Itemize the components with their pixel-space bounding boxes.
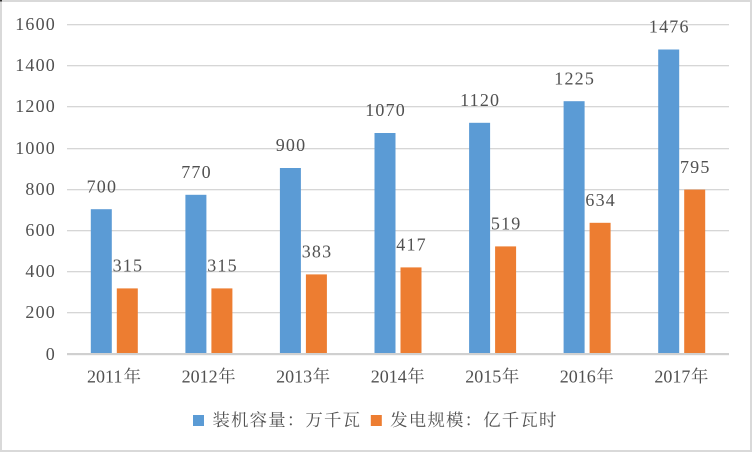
svg-text:700: 700 [87,176,118,196]
svg-text:2015: 2015 [465,366,501,386]
svg-text:770: 770 [181,162,212,182]
svg-text:1600: 1600 [15,14,56,34]
svg-text:1225: 1225 [554,68,595,88]
svg-text:2014: 2014 [371,366,407,386]
svg-text:2013: 2013 [276,366,312,386]
svg-text:1070: 1070 [365,100,406,120]
svg-text:900: 900 [276,135,307,155]
svg-text:2017: 2017 [654,366,690,386]
svg-text:1200: 1200 [15,96,56,116]
svg-text:2016: 2016 [560,366,596,386]
svg-text:417: 417 [396,235,427,255]
svg-text:1000: 1000 [15,138,56,158]
svg-text:795: 795 [680,157,711,177]
svg-text:519: 519 [491,214,522,234]
svg-text:315: 315 [113,256,144,276]
svg-text:1120: 1120 [460,90,500,110]
svg-text:200: 200 [25,302,56,322]
svg-text:315: 315 [207,256,238,276]
svg-text:2012: 2012 [182,366,218,386]
svg-text:600: 600 [25,220,56,240]
svg-text:634: 634 [585,190,616,210]
svg-text:383: 383 [302,242,333,262]
svg-text:1476: 1476 [649,17,690,37]
svg-text:800: 800 [25,179,56,199]
svg-text:1400: 1400 [15,55,56,75]
svg-text:0: 0 [46,344,56,364]
svg-text:2011: 2011 [87,366,122,386]
svg-text:400: 400 [25,261,56,281]
